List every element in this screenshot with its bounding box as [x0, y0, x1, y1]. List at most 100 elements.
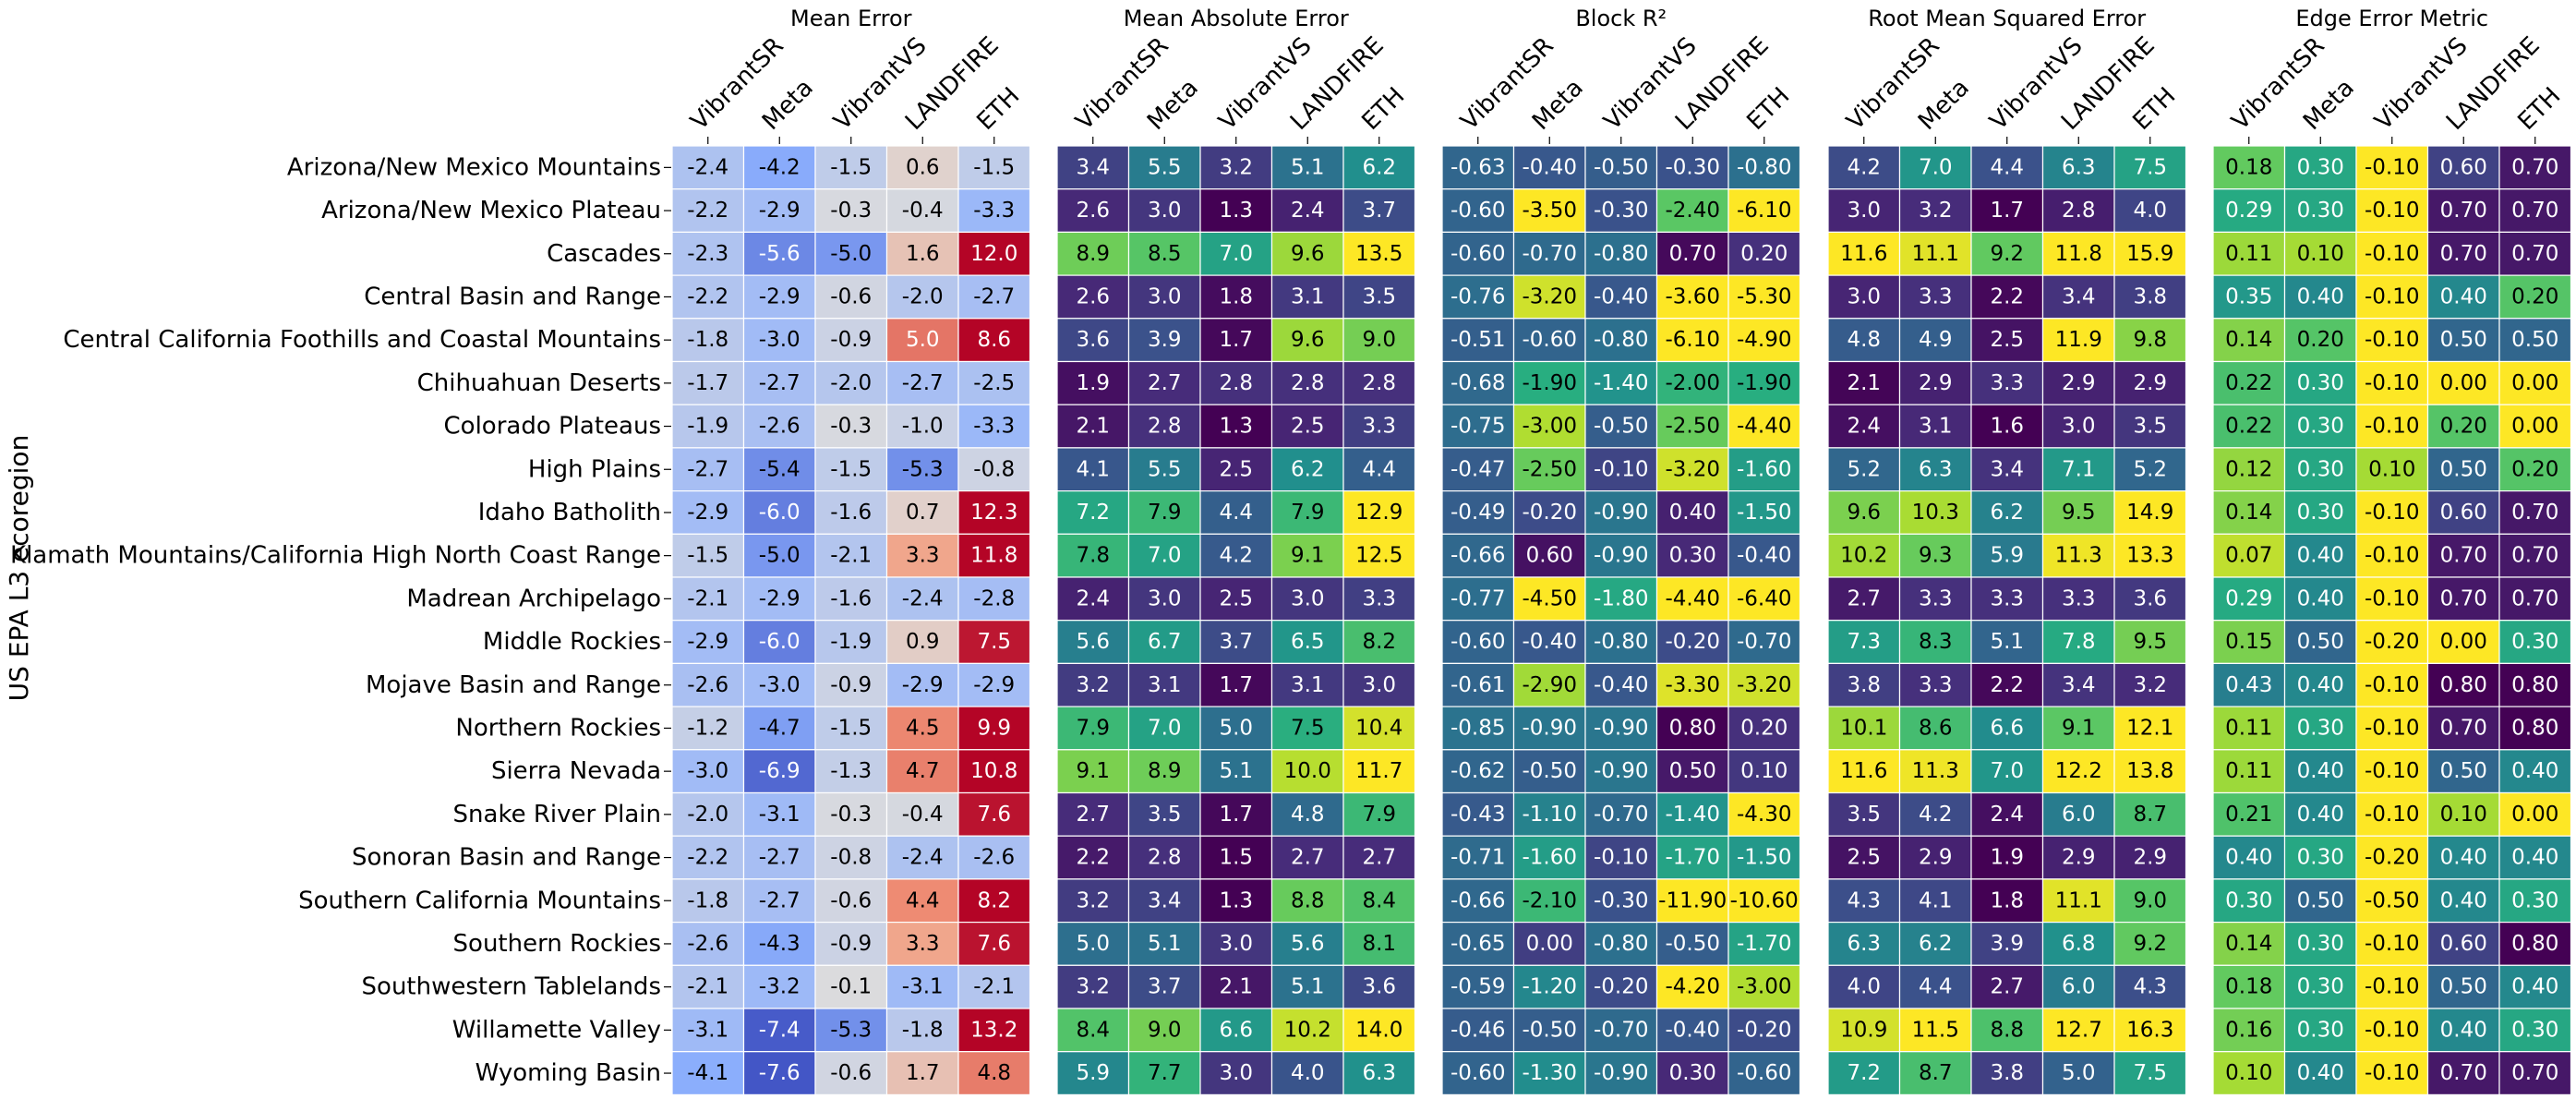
heatmap-cell — [1655, 1008, 1729, 1053]
cell-value-label: -0.80 — [1737, 155, 1792, 179]
row-label: Southwestern Tablelands — [362, 973, 661, 1001]
cell-value-label: -1.7 — [687, 371, 728, 395]
cell-value-label: -5.0 — [830, 242, 872, 266]
cell-value-label: 3.1 — [1919, 415, 1953, 439]
heatmap-cell — [2041, 404, 2115, 449]
cell-value-label: 6.6 — [1219, 1018, 1253, 1042]
cell-value-label: 0.00 — [2440, 630, 2487, 654]
heatmap-cell — [1270, 576, 1344, 622]
heatmap-cell — [1512, 489, 1586, 535]
heatmap-cell — [1827, 404, 1901, 449]
cell-value-label: -2.50 — [1665, 415, 1720, 439]
cell-value-label: 5.5 — [1148, 155, 1182, 179]
cell-value-label: -0.85 — [1451, 716, 1506, 740]
cell-value-label: -4.40 — [1665, 586, 1720, 610]
cell-value-label: 9.5 — [2133, 630, 2167, 654]
heatmap-cell — [1727, 576, 1801, 622]
heatmap-cell — [1342, 620, 1416, 665]
cell-value-label: -1.40 — [1594, 371, 1649, 395]
cell-value-label: -3.0 — [687, 759, 728, 783]
cell-value-label: 10.8 — [970, 759, 1017, 783]
cell-value-label: -2.7 — [759, 371, 800, 395]
cell-value-label: 2.7 — [1148, 371, 1182, 395]
cell-value-label: 2.8 — [1219, 371, 1253, 395]
column-label: Meta — [1527, 74, 1589, 136]
cell-value-label: 9.5 — [2062, 501, 2096, 525]
heatmap-cell — [1199, 447, 1273, 492]
heatmap-cell — [2283, 1051, 2357, 1095]
cell-value-label: 3.8 — [1990, 1061, 2024, 1085]
heatmap-cell — [957, 447, 1031, 492]
heatmap-cell — [671, 533, 745, 578]
cell-value-label: -1.80 — [1594, 586, 1649, 610]
cell-value-label: 12.1 — [2126, 716, 2173, 740]
cell-value-label: 0.50 — [1669, 759, 1716, 783]
cell-value-label: 4.4 — [1362, 457, 1396, 481]
cell-value-label: 2.4 — [1847, 415, 1881, 439]
cell-value-label: -0.90 — [1594, 716, 1649, 740]
cell-value-label: 3.3 — [1919, 673, 1953, 697]
heatmap-cell — [1056, 964, 1130, 1009]
cell-value-label: 1.8 — [1990, 888, 2024, 912]
row-label: Northern Rockies — [455, 714, 661, 742]
heatmap-cell — [2426, 1051, 2500, 1095]
heatmap-cell — [671, 921, 745, 966]
heatmap-cell — [957, 533, 1031, 578]
heatmap-cell — [1898, 533, 1972, 578]
heatmap-cell — [1827, 533, 1901, 578]
cell-value-label: -0.68 — [1451, 371, 1506, 395]
cell-value-label: 7.9 — [1148, 501, 1182, 525]
cell-value-label: -2.1 — [687, 975, 728, 999]
heatmap-cell — [2212, 964, 2286, 1009]
heatmap-cell — [2355, 662, 2429, 707]
cell-value-label: -1.10 — [1522, 803, 1577, 827]
cell-value-label: 4.8 — [1291, 803, 1325, 827]
heatmap-cell — [2426, 964, 2500, 1009]
cell-value-label: -2.7 — [687, 457, 728, 481]
cell-value-label: -0.40 — [1522, 630, 1577, 654]
heatmap-cell — [1584, 231, 1658, 276]
cell-value-label: 15.9 — [2126, 242, 2173, 266]
heatmap-cell — [2498, 878, 2572, 924]
heatmap-cell — [1056, 620, 1130, 665]
cell-value-label: 11.3 — [1912, 759, 1959, 783]
heatmap-cell — [1827, 835, 1901, 880]
cell-value-label: -0.10 — [2365, 586, 2420, 610]
column-label: Meta — [757, 74, 819, 136]
heatmap-cell — [1342, 404, 1416, 449]
cell-value-label: 3.1 — [1291, 673, 1325, 697]
cell-value-label: 4.4 — [1919, 975, 1953, 999]
heatmap-cell — [1512, 188, 1586, 233]
cell-value-label: -6.9 — [759, 759, 800, 783]
cell-value-label: -0.20 — [2365, 630, 2420, 654]
cell-value-label: -1.9 — [830, 630, 872, 654]
heatmap-cell — [2426, 791, 2500, 837]
heatmap-cell — [1127, 489, 1201, 535]
cell-value-label: 2.8 — [1291, 371, 1325, 395]
heatmap-cell — [1056, 188, 1130, 233]
cell-value-label: 0.11 — [2225, 242, 2272, 266]
heatmap-cell — [2212, 1051, 2286, 1095]
cell-value-label: 7.0 — [1990, 759, 2024, 783]
row-label: Klamath Mountains/California High North … — [10, 542, 661, 570]
heatmap-cell — [742, 620, 816, 665]
heatmap-cell — [2498, 1051, 2572, 1095]
heatmap-cell — [2355, 964, 2429, 1009]
cell-value-label: -0.80 — [1594, 242, 1649, 266]
column-label: Meta — [1913, 74, 1975, 136]
heatmap-cell — [1898, 489, 1972, 535]
cell-value-label: -2.6 — [687, 932, 728, 956]
cell-value-label: 2.4 — [1291, 199, 1325, 223]
cell-value-label: -2.10 — [1522, 888, 1577, 912]
cell-value-label: 13.3 — [2126, 544, 2173, 568]
cell-value-label: 0.50 — [2440, 759, 2487, 783]
cell-value-label: -1.60 — [1522, 846, 1577, 870]
cell-value-label: -3.30 — [1665, 673, 1720, 697]
row-label: Madrean Archipelago — [406, 585, 661, 612]
cell-value-label: 0.30 — [2297, 716, 2344, 740]
cell-value-label: -0.30 — [1665, 155, 1720, 179]
heatmap-cell — [2113, 1051, 2187, 1095]
heatmap-cell — [2355, 749, 2429, 794]
heatmap-cell — [2113, 1008, 2187, 1053]
cell-value-label: 1.9 — [1076, 371, 1110, 395]
